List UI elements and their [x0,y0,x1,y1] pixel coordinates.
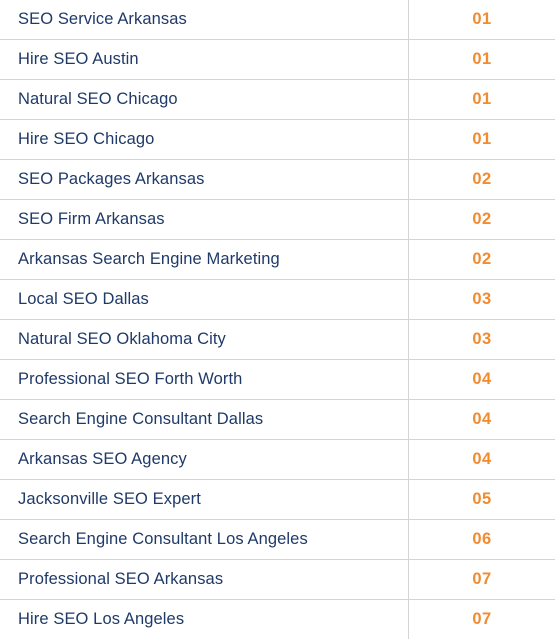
rank-value: 07 [472,610,492,628]
keyword-cell: Hire SEO Austin [0,39,409,80]
table-row: SEO Packages Arkansas 02 [0,159,555,200]
table-row: Arkansas SEO Agency 04 [0,439,555,480]
rank-cell: 07 [408,559,555,600]
table-row: Search Engine Consultant Dallas 04 [0,399,555,440]
table-row: Hire SEO Austin 01 [0,39,555,80]
rank-cell: 02 [408,239,555,280]
keyword-text: SEO Firm Arkansas [18,210,165,228]
keyword-text: SEO Packages Arkansas [18,170,205,188]
keyword-cell: Natural SEO Oklahoma City [0,319,409,360]
keyword-text: Professional SEO Arkansas [18,570,224,588]
keyword-text: SEO Service Arkansas [18,10,187,28]
rank-cell: 04 [408,399,555,440]
rank-value: 01 [472,50,492,68]
keyword-text: Arkansas Search Engine Marketing [18,250,280,268]
keyword-text: Hire SEO Chicago [18,130,155,148]
rank-cell: 06 [408,519,555,560]
keyword-cell: SEO Packages Arkansas [0,159,409,200]
keyword-cell: Natural SEO Chicago [0,79,409,120]
keyword-cell: Jacksonville SEO Expert [0,479,409,520]
rank-cell: 05 [408,479,555,520]
keyword-cell: Local SEO Dallas [0,279,409,320]
keyword-cell: Arkansas Search Engine Marketing [0,239,409,280]
table-row: Search Engine Consultant Los Angeles 06 [0,519,555,560]
rank-cell: 01 [408,79,555,120]
rank-cell: 03 [408,279,555,320]
keyword-text: Search Engine Consultant Los Angeles [18,530,308,548]
table-row: Natural SEO Chicago 01 [0,79,555,120]
keyword-cell: Search Engine Consultant Los Angeles [0,519,409,560]
keyword-cell: Hire SEO Chicago [0,119,409,160]
keyword-cell: Search Engine Consultant Dallas [0,399,409,440]
rank-value: 03 [472,290,492,308]
table-row: Professional SEO Forth Worth 04 [0,359,555,400]
rank-cell: 01 [408,39,555,80]
rank-cell: 03 [408,319,555,360]
keyword-cell: Professional SEO Forth Worth [0,359,409,400]
keyword-text: Hire SEO Los Angeles [18,610,185,628]
rank-value: 05 [472,490,492,508]
rank-cell: 07 [409,600,555,640]
keyword-text: Natural SEO Oklahoma City [18,330,226,348]
table-row: Natural SEO Oklahoma City 03 [0,319,555,360]
rank-cell: 01 [408,0,555,40]
rank-cell: 02 [408,199,555,240]
rank-cell: 01 [408,119,555,160]
keyword-text: Jacksonville SEO Expert [18,490,201,508]
keyword-text: Professional SEO Forth Worth [18,370,243,388]
keyword-cell: SEO Service Arkansas [0,0,409,40]
keyword-cell: Arkansas SEO Agency [0,439,409,480]
keyword-text: Local SEO Dallas [18,290,149,308]
rank-value: 04 [472,410,492,428]
rank-value: 01 [472,130,492,148]
table-row: Local SEO Dallas 03 [0,279,555,320]
table-row: Jacksonville SEO Expert 05 [0,479,555,520]
table-row: Professional SEO Arkansas 07 [0,559,555,600]
rank-value: 02 [472,210,492,228]
rank-value: 01 [472,90,492,108]
rank-cell: 04 [408,359,555,400]
keyword-cell: SEO Firm Arkansas [0,199,409,240]
rank-value: 01 [472,10,492,28]
table-row: SEO Firm Arkansas 02 [0,199,555,240]
rank-value: 06 [472,530,492,548]
keyword-text: Natural SEO Chicago [18,90,178,108]
rank-value: 02 [472,250,492,268]
rank-cell: 02 [408,159,555,200]
table-row: Arkansas Search Engine Marketing 02 [0,239,555,280]
keyword-text: Arkansas SEO Agency [18,450,187,468]
rank-value: 04 [472,450,492,468]
table-row: Hire SEO Chicago 01 [0,119,555,160]
rank-value: 02 [472,170,492,188]
rank-value: 03 [472,330,492,348]
table-row: Hire SEO Los Angeles 07 [0,599,555,640]
keyword-text: Search Engine Consultant Dallas [18,410,264,428]
rank-cell: 04 [408,439,555,480]
keyword-cell: Hire SEO Los Angeles [0,599,409,639]
keyword-text: Hire SEO Austin [18,50,139,68]
table-row: SEO Service Arkansas 01 [0,0,555,40]
rank-value: 04 [472,370,492,388]
rank-value: 07 [472,570,492,588]
keyword-cell: Professional SEO Arkansas [0,559,409,600]
